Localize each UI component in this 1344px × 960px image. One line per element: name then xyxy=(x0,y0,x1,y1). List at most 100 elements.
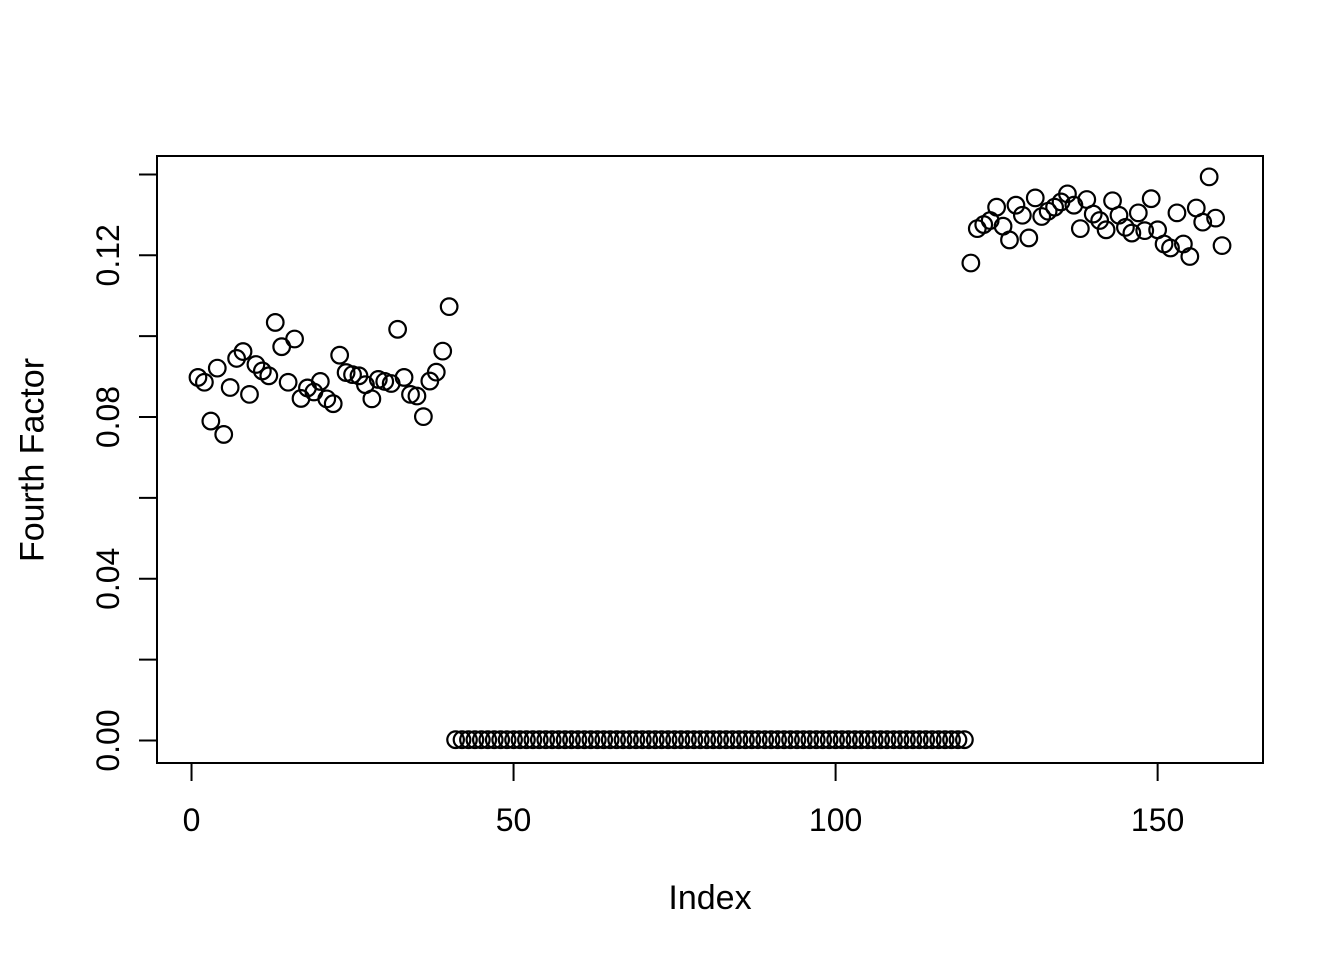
data-point xyxy=(362,389,382,409)
y-tick-label: 0.00 xyxy=(90,709,126,771)
x-tick-label: 100 xyxy=(809,802,862,838)
data-point xyxy=(1025,188,1045,208)
data-point xyxy=(285,329,304,349)
data-point xyxy=(497,730,517,750)
data-point xyxy=(1019,228,1039,248)
data-point xyxy=(1141,189,1161,209)
y-tick-label: 0.04 xyxy=(90,548,126,610)
data-point xyxy=(1090,211,1110,230)
data-point xyxy=(826,730,845,750)
data-point xyxy=(549,730,569,750)
data-point xyxy=(710,730,730,750)
data-point xyxy=(433,341,453,361)
data-point xyxy=(484,730,504,750)
data-point xyxy=(413,407,433,427)
data-point xyxy=(478,730,498,750)
data-point xyxy=(755,730,775,750)
data-point xyxy=(1167,203,1187,223)
data-point xyxy=(839,730,858,750)
data-point xyxy=(961,253,981,273)
data-point xyxy=(768,730,788,750)
data-point xyxy=(233,342,253,361)
data-point xyxy=(884,730,903,750)
data-point xyxy=(1122,223,1142,243)
data-point xyxy=(845,730,865,750)
data-point xyxy=(678,730,697,750)
data-point xyxy=(819,730,839,750)
data-point xyxy=(330,345,350,365)
data-point xyxy=(871,730,891,750)
data-point xyxy=(452,730,472,750)
data-point xyxy=(787,730,807,750)
data-point xyxy=(897,730,916,750)
data-point xyxy=(446,730,465,750)
data-point xyxy=(587,730,607,750)
data-point xyxy=(388,319,408,339)
data-point xyxy=(658,730,678,750)
data-point xyxy=(607,730,627,750)
data-point xyxy=(851,730,871,750)
data-point xyxy=(916,730,936,750)
data-point xyxy=(426,362,446,382)
data-point xyxy=(909,730,929,750)
data-point xyxy=(613,730,633,750)
data-point xyxy=(736,730,755,750)
data-point xyxy=(536,730,556,750)
data-point xyxy=(632,730,652,750)
data-point xyxy=(207,358,227,378)
data-point xyxy=(723,730,742,750)
plot-border xyxy=(156,155,1264,764)
data-point xyxy=(832,730,852,750)
data-point xyxy=(1096,220,1116,240)
data-point xyxy=(214,425,234,444)
data-point xyxy=(742,730,762,750)
data-point xyxy=(716,730,736,750)
data-point xyxy=(575,730,594,750)
x-tick-label: 0 xyxy=(183,802,201,838)
data-point xyxy=(240,385,259,404)
data-point xyxy=(864,730,884,750)
data-point xyxy=(697,730,717,750)
data-point xyxy=(220,378,240,397)
data-point xyxy=(1000,230,1019,250)
data-point xyxy=(890,730,910,750)
data-point xyxy=(562,730,581,750)
data-point xyxy=(1193,212,1213,232)
data-point xyxy=(594,730,614,750)
y-axis-title: Fourth Factor xyxy=(13,357,52,563)
data-point xyxy=(1116,218,1135,237)
data-point xyxy=(703,730,723,750)
data-point xyxy=(227,349,247,368)
data-point xyxy=(568,730,588,750)
data-point xyxy=(491,730,511,750)
data-point xyxy=(465,730,485,750)
data-point xyxy=(1180,247,1200,266)
data-point xyxy=(665,730,684,750)
data-point xyxy=(929,730,949,750)
data-point xyxy=(620,730,639,750)
data-point xyxy=(343,365,362,384)
data-point xyxy=(652,730,672,750)
data-point xyxy=(955,730,974,750)
data-point xyxy=(394,368,414,387)
data-point xyxy=(987,197,1007,217)
data-point xyxy=(942,730,961,750)
data-point xyxy=(781,730,800,750)
data-point xyxy=(265,313,285,332)
data-point xyxy=(510,730,530,750)
data-point xyxy=(1006,195,1026,215)
data-point xyxy=(690,730,710,750)
data-point xyxy=(523,730,543,750)
data-point xyxy=(1045,197,1064,217)
data-point xyxy=(1012,205,1032,225)
data-point xyxy=(761,730,781,750)
data-point xyxy=(645,730,665,750)
data-point xyxy=(639,730,659,750)
data-point xyxy=(459,730,478,750)
x-tick-label: 50 xyxy=(496,802,532,838)
data-point xyxy=(259,366,279,386)
data-point xyxy=(278,372,298,392)
data-point xyxy=(323,394,343,414)
